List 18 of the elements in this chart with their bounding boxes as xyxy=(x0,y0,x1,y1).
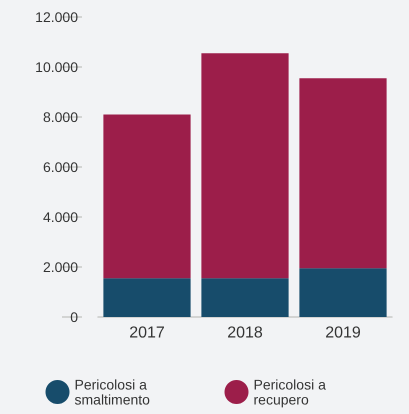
bar xyxy=(201,53,289,278)
x-tick-label: 2018 xyxy=(227,324,263,342)
legend-label: Pericolosi a smaltimento xyxy=(74,376,151,408)
bar xyxy=(103,278,191,317)
bar xyxy=(299,78,387,268)
y-tick-label: 12.000 xyxy=(35,9,78,25)
y-tick-label: 2.000 xyxy=(42,259,78,275)
bar xyxy=(103,114,191,278)
y-tick-label: 0 xyxy=(70,309,78,325)
legend-label: Pericolosi a recupero xyxy=(254,376,330,408)
y-tick-label: 8.000 xyxy=(42,109,78,125)
y-tick-label: 4.000 xyxy=(42,209,78,225)
x-tick-label: 2017 xyxy=(129,324,165,342)
y-tick-label: 6.000 xyxy=(42,159,78,175)
bar xyxy=(299,268,387,317)
bar xyxy=(201,278,289,317)
y-tick-label: 10.000 xyxy=(35,59,78,75)
x-tick-label: 2019 xyxy=(325,324,361,342)
